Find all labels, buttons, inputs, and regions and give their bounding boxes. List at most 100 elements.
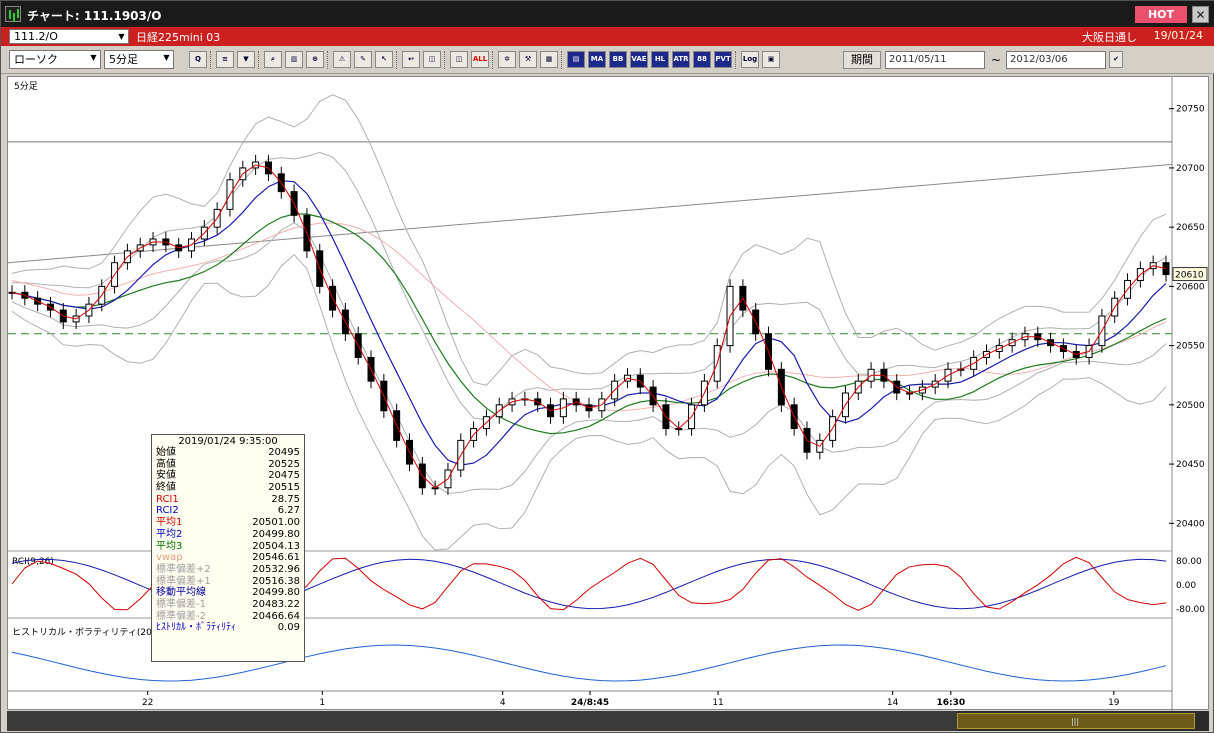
chart-type-select[interactable]: ローソク ▼ [9,50,101,69]
info-label: 標準偏差-2 [156,610,206,622]
toolbar-button-12[interactable]: ALL [471,51,489,68]
timeframe-value: 5分足 [109,53,138,66]
symbol-select[interactable]: 111.2/O ▼ [9,29,129,44]
toolbar-button-21[interactable]: ATR [672,51,690,68]
instrument-bar: 111.2/O ▼ 日経225mini 03 大阪日通し 19/01/24 [1,27,1214,46]
window-title: チャート: 111.1903/O [27,9,162,23]
info-row: ﾋｽﾄﾘｶﾙ・ﾎﾞﾗﾃｨﾘﾃｨ 0.09 [152,622,304,634]
date-from-value: 2011/05/11 [889,54,947,65]
info-value: 20532.96 [252,563,300,575]
info-row: 移動平均線 20499.80 [152,587,304,599]
toolbar-button-25[interactable]: ▣ [762,51,780,68]
info-label: 標準偏差+2 [156,563,211,575]
info-label: 平均3 [156,540,183,552]
toolbar-separator [735,51,736,69]
y-tick-label: 20650 [1176,223,1205,233]
x-tick-label: 16:30 [937,698,966,708]
info-label: 安値 [156,470,176,482]
title-bar: チャート: 111.1903/O HOT ✕ [1,1,1214,27]
trend-line [8,163,1173,264]
y-tick-label: 20450 [1176,460,1205,470]
navigator-scrollbar[interactable]: ||| [7,711,1209,731]
timeframe-select[interactable]: 5分足 ▼ [104,50,174,69]
session-label: 大阪日通し [1082,31,1137,44]
vwap-line [11,222,1167,412]
timeframe-label: 5分足 [14,81,38,92]
toolbar-button-11[interactable]: ◫ [450,51,468,68]
x-tick-label: 1 [319,698,325,708]
info-row: 平均1 20501.00 [152,517,304,529]
toolbar-button-18[interactable]: BB [609,51,627,68]
info-label: 移動平均線 [156,587,206,599]
info-value: 20525 [268,458,300,470]
price-chart[interactable]: 5分足 20750 20700 20650 20600 20550 20500 20450 20… [8,77,1210,711]
close-button[interactable]: ✕ [1192,6,1209,23]
date-to-field[interactable]: 2012/03/06 [1006,51,1106,69]
info-value: 20546.61 [252,552,300,564]
toolbar-button-20[interactable]: HL [651,51,669,68]
rci-tick-label: -80.00 [1176,605,1205,615]
info-value: 20515 [268,482,300,494]
toolbar-button-6[interactable]: ⚠ [333,51,351,68]
hv-panel-label: ヒストリカル・ボラティリティ(20) [12,627,155,638]
toolbar-button-9[interactable]: ↩ [402,51,420,68]
info-value: 20516.38 [252,575,300,587]
info-label: 高値 [156,458,176,470]
toolbar-separator [561,51,562,69]
toolbar-button-19[interactable]: VAE [630,51,648,68]
toolbar-button-15[interactable]: ▦ [540,51,558,68]
info-row: RCI2 6.27 [152,505,304,517]
bollinger-band-line [12,151,1167,421]
info-value: 20499.80 [252,528,300,540]
date-from-field[interactable]: 2011/05/11 [885,51,985,69]
info-row: 標準偏差-1 20483.22 [152,599,304,611]
toolbar-button-2[interactable]: ▼ [237,51,255,68]
date-to-value: 2012/03/06 [1010,54,1068,65]
toolbar-button-24[interactable]: Log [741,51,759,68]
info-value: 20501.00 [252,517,300,529]
date-range-separator: ~ [991,53,1002,67]
toolbar-button-16[interactable]: ▤ [567,51,585,68]
x-tick-label: 11 [712,698,723,708]
instrument-name: 日経225mini 03 [136,31,221,44]
toolbar-button-8[interactable]: ↖ [375,51,393,68]
toolbar-button-4[interactable]: ▥ [285,51,303,68]
hot-button[interactable]: HOT [1135,6,1187,23]
y-tick-label: 20400 [1176,519,1205,529]
info-value: 20495 [268,447,300,458]
info-rows: 始値 20495 高値 20525 安値 20475 終値 20515 RCI1 28.75 RCI… [152,447,304,634]
navigator-track[interactable] [7,711,957,731]
toolbar-button-17[interactable]: MA [588,51,606,68]
info-label: 平均1 [156,517,183,529]
navigator-thumb[interactable]: ||| [957,713,1195,729]
toolbar-button-0[interactable]: Q [189,51,207,68]
y-tick-label: 20500 [1176,401,1205,411]
moving-average-short-line [11,164,1167,489]
x-tick-label: 22 [142,698,153,708]
info-value: 20483.22 [252,598,300,610]
toolbar-separator [492,51,493,69]
chevron-down-icon: ▼ [163,53,170,62]
chart-type-value: ローソク [14,53,58,66]
info-row: 始値 20495 [152,447,304,459]
info-label: 終値 [156,482,176,494]
toolbar-button-10[interactable]: ◫ [423,51,441,68]
toolbar-button-23[interactable]: PVT [714,51,732,68]
toolbar-button-14[interactable]: ⚒ [519,51,537,68]
toolbar-button-13[interactable]: ✲ [498,51,516,68]
toolbar-button-7[interactable]: ✎ [354,51,372,68]
toolbar-button-3[interactable]: ⌕ [264,51,282,68]
period-button[interactable]: 期間 [843,51,881,69]
rci-tick-label: 0.00 [1176,581,1196,591]
x-tick-label: 19 [1108,698,1120,708]
toolbar-button-22[interactable]: 88 [693,51,711,68]
info-value: 0.09 [277,622,300,634]
checkmark-icon[interactable]: ✔ [1109,51,1123,68]
y-tick-label: 20700 [1176,164,1205,174]
chart-area[interactable]: 5分足 20750 20700 20650 20600 20550 20500 20450 20… [7,76,1210,711]
toolbar-button-5[interactable]: ⊕ [306,51,324,68]
toolbar-button-1[interactable]: ≡ [216,51,234,68]
rci-panel-label: RCI(9,26) [12,557,54,567]
candle-body [1162,262,1170,276]
